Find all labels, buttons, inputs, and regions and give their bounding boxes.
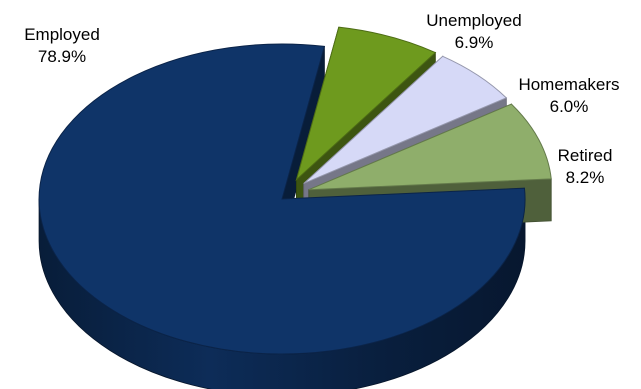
label-employed-value: 78.9% [38,47,86,66]
label-retired-name: Retired [558,146,613,165]
slice-homemakers [303,55,508,184]
label-retired-value: 8.2% [566,168,605,187]
label-unemployed-name: Unemployed [426,11,521,30]
label-homemakers-value: 6.0% [550,97,589,116]
slice-employed [38,43,526,355]
label-employed-name: Employed [24,25,100,44]
slice-labels: Employed 78.9% Unemployed 6.9% Homemaker… [24,11,619,187]
slice-tops [38,26,552,355]
slice-retired [308,103,552,191]
label-homemakers-name: Homemakers [518,75,619,94]
label-unemployed-value: 6.9% [455,33,494,52]
slice-unemployed [295,26,437,182]
